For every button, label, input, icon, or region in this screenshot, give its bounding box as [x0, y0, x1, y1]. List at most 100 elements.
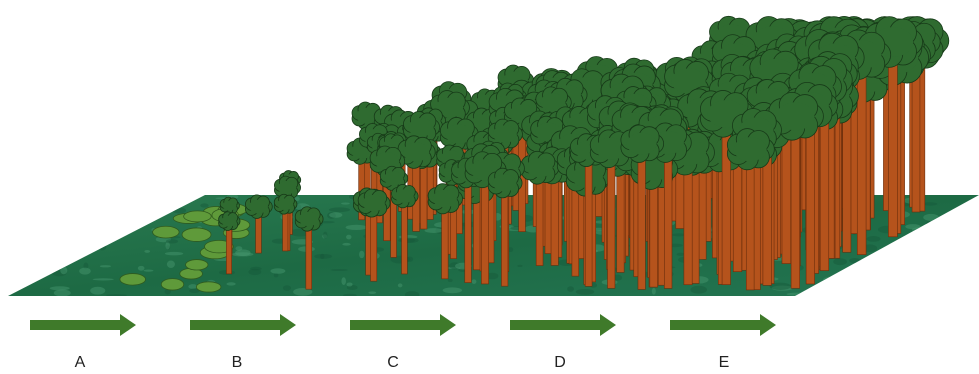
floor-speck [874, 289, 886, 292]
floor-speck [93, 218, 115, 227]
tree [726, 128, 775, 291]
floor-speck [341, 202, 350, 205]
floor-speck [248, 268, 262, 276]
crown-core [249, 199, 268, 214]
floor-speck [106, 294, 127, 296]
floor-speck [48, 233, 56, 241]
stage-arrows: A B C D E [30, 314, 776, 371]
floor-speck [341, 277, 346, 285]
floor-speck [868, 265, 885, 271]
floor-speck [944, 230, 958, 233]
floor-speck [49, 286, 70, 291]
shrub [160, 278, 185, 291]
stage-label: E [719, 354, 730, 371]
tree [218, 211, 241, 275]
crown-core [356, 107, 379, 124]
floor-speck [330, 268, 348, 272]
tree-trunk [584, 149, 593, 287]
floor-speck [944, 223, 955, 230]
floor-speck [293, 288, 313, 296]
floor-speck [447, 278, 453, 283]
stage-label: B [232, 354, 243, 371]
floor-speck [948, 227, 961, 231]
floor-speck [320, 253, 325, 260]
floor-speck [159, 203, 169, 211]
tree-trunk [607, 148, 616, 289]
floor-speck [471, 279, 477, 284]
floor-speck [937, 257, 943, 263]
floor-speck [957, 257, 966, 263]
floor-speck [676, 252, 685, 256]
floor-speck [651, 287, 656, 295]
floor-speck [165, 241, 170, 250]
floor-speck [188, 284, 198, 290]
crown-core [222, 200, 237, 211]
tree-trunk [664, 142, 673, 289]
shrub [185, 259, 209, 271]
floor-speck [166, 260, 175, 269]
floor-speck [67, 195, 77, 200]
stage-arrow [510, 314, 616, 336]
floor-speck [406, 256, 414, 262]
floor-speck [60, 266, 68, 275]
floor-speck [270, 268, 286, 274]
floor-speck [39, 232, 58, 237]
tree [397, 135, 436, 232]
floor-speck [83, 262, 89, 270]
floor-speck [955, 234, 965, 240]
floor-speck [273, 272, 279, 278]
stage-arrow [350, 314, 456, 336]
floor-speck [55, 245, 64, 252]
floor-speck [849, 257, 861, 264]
floor-speck [92, 278, 114, 281]
tree-trunk [745, 148, 755, 291]
floor-speck [910, 292, 916, 296]
floor-speck [323, 231, 328, 239]
floor-speck [868, 260, 889, 265]
floor-speck [866, 236, 881, 242]
floor-speck [928, 235, 942, 239]
floor-speck [346, 234, 352, 240]
floor-speck [282, 285, 292, 291]
floor-speck [925, 221, 933, 229]
floor-speck [235, 249, 251, 257]
floor-speck [36, 269, 54, 274]
crown-core [626, 132, 657, 155]
floor-speck [822, 276, 842, 284]
floor-speck [923, 213, 939, 221]
floor-speck [342, 242, 351, 246]
floor-speck [8, 238, 25, 242]
floor-speck [359, 250, 365, 259]
tree [427, 183, 463, 280]
crown-core [776, 102, 815, 131]
floor-speck [329, 212, 343, 218]
shrub [152, 225, 180, 239]
floor-speck [404, 291, 420, 296]
floor-speck [322, 234, 328, 239]
floor-speck [189, 288, 200, 294]
tree-trunk [464, 172, 472, 283]
floor-speck [328, 207, 351, 213]
floor-speck [53, 289, 71, 296]
crown-core [395, 189, 414, 203]
floor-speck [97, 242, 107, 251]
floor-speck [575, 288, 595, 295]
floor-speck [231, 252, 254, 257]
floor-speck [166, 245, 171, 250]
floor-speck [866, 279, 874, 287]
floor-speck [250, 266, 262, 271]
tree [487, 167, 523, 287]
floor-speck [119, 197, 128, 205]
floor-speck [144, 249, 151, 253]
crown-core [540, 93, 566, 112]
floor-speck [876, 286, 897, 294]
tree-trunk [856, 54, 867, 255]
crown-core [408, 118, 434, 137]
floor-speck [442, 287, 463, 294]
floor-speck [235, 246, 243, 251]
floor-speck [833, 258, 847, 266]
stage-label: C [387, 354, 399, 371]
crown-core [435, 97, 464, 118]
crown-core [492, 174, 517, 192]
